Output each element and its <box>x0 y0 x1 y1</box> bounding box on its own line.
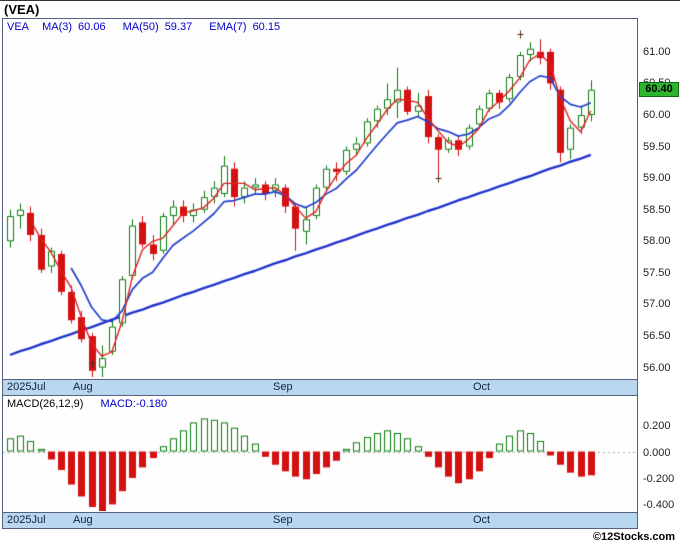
price-axis-tick: 58.00 <box>643 235 671 248</box>
ticker-symbol: VEA <box>7 21 30 33</box>
x-axis-label-2025jul: 2025Jul <box>7 514 46 526</box>
x-axis-label-oct: Oct <box>473 381 491 393</box>
macd-chart-canvas <box>3 396 637 511</box>
y-axis-gutter: 61.0060.5060.0059.5059.0058.5058.0057.50… <box>640 1 680 546</box>
price-axis-tick: 58.50 <box>643 203 671 216</box>
copyright-watermark: ©12Stocks.com <box>592 531 675 543</box>
macd-axis-tick: 0.000 <box>643 446 671 459</box>
macd-current-value: MACD:-0.180 <box>100 398 168 410</box>
macd-x-axis-bar: 2025Jul Aug Sep Oct <box>2 513 638 529</box>
ema7-label: EMA(7) <box>209 21 247 33</box>
macd-axis-tick: -0.400 <box>643 499 675 512</box>
x-axis-label-2025jul: 2025Jul <box>7 381 46 393</box>
indicator-legend: VEA MA(3) 60.06 MA(50) 59.37 EMA(7) 60.15 <box>7 21 294 33</box>
price-chart-panel: VEA MA(3) 60.06 MA(50) 59.37 EMA(7) 60.15 <box>2 18 638 380</box>
macd-axis-tick: -0.200 <box>643 472 675 485</box>
macd-axis-tick: 0.200 <box>643 420 671 433</box>
price-axis-tick: 56.50 <box>643 330 671 343</box>
x-axis-label-aug: Aug <box>73 514 93 526</box>
page-title: (VEA) <box>4 2 40 17</box>
price-axis-tick: 60.00 <box>643 109 671 121</box>
macd-params-label: MACD(26,12,9) <box>7 398 84 410</box>
price-axis-tick: 59.00 <box>643 172 671 185</box>
ma3-label: MA(3) <box>42 21 73 33</box>
x-axis-label-oct: Oct <box>473 514 491 526</box>
x-axis-label-sep: Sep <box>273 381 293 393</box>
x-axis-label-sep: Sep <box>273 514 293 526</box>
ma3-value: 60.06 <box>78 21 106 33</box>
price-axis-tick: 56.00 <box>643 361 671 374</box>
macd-legend: MACD(26,12,9) MACD:-0.180 <box>7 398 167 410</box>
ema7-value: 60.15 <box>252 21 281 33</box>
price-axis-tick: 57.00 <box>643 298 671 311</box>
ma50-label: MA(50) <box>122 21 159 33</box>
price-axis-tick: 61.00 <box>643 45 671 58</box>
last-price-badge: 60.40 <box>639 81 679 97</box>
macd-chart-panel: MACD(26,12,9) MACD:-0.180 <box>2 396 638 513</box>
x-axis-label-aug: Aug <box>73 381 93 393</box>
price-axis-tick: 59.50 <box>643 140 671 153</box>
ma50-value: 59.37 <box>164 21 193 33</box>
price-chart-canvas <box>3 19 637 379</box>
price-axis-tick: 57.50 <box>643 266 671 279</box>
price-x-axis-bar: 2025Jul Aug Sep Oct <box>2 380 638 396</box>
